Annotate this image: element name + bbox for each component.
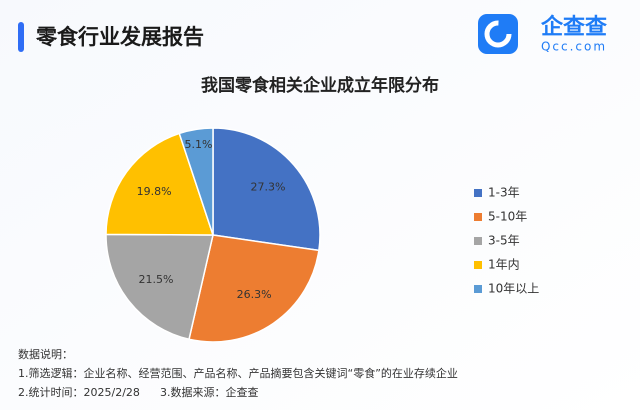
- data-label: 19.8%: [137, 185, 172, 198]
- pie-slice: [212, 127, 321, 252]
- data-label: 21.5%: [138, 273, 173, 286]
- notes-heading: 数据说明：: [18, 347, 73, 361]
- legend-swatch: [474, 189, 482, 197]
- legend-label: 1年内: [488, 258, 520, 272]
- legend-label: 5-10年: [488, 210, 527, 224]
- logo-icon: [478, 14, 518, 54]
- logo-domain: Qcc.com: [541, 40, 607, 54]
- legend-swatch: [474, 213, 482, 221]
- data-label: 26.3%: [237, 288, 272, 301]
- note: 2.统计时间：2025/2/28: [18, 386, 140, 399]
- data-label: 27.3%: [251, 180, 286, 193]
- data-label: 5.1%: [185, 138, 213, 151]
- logo: 企查查 Qcc.com: [478, 14, 607, 54]
- logo-name: 企查查: [540, 14, 607, 40]
- pie-slice: [105, 233, 214, 341]
- logo-mark: [484, 20, 512, 48]
- pie: 27.3% 26.3% 21.5% 19.8% 5.1%: [105, 127, 321, 343]
- title-bar: [18, 22, 24, 52]
- pie-slice: [105, 132, 215, 236]
- legend-label: 3-5年: [488, 234, 520, 248]
- note: 1.筛选逻辑：企业名称、经营范围、产品名称、产品摘要包含关键词“零食”的在业存续…: [18, 366, 458, 380]
- pie-slice: [178, 127, 214, 236]
- chart-title: 我国零食相关企业成立年限分布: [201, 75, 439, 96]
- legend-swatch: [474, 237, 482, 245]
- legend-swatch: [474, 285, 482, 293]
- note: 3.数据来源：企查查: [160, 385, 259, 399]
- legend: 1-3年 5-10年 3-5年 1年内 10年以上: [474, 186, 539, 296]
- legend-swatch: [474, 261, 482, 269]
- legend-label: 1-3年: [488, 186, 520, 200]
- report-title: 零食行业发展报告: [35, 25, 204, 49]
- pie-slice: [188, 234, 320, 343]
- legend-label: 10年以上: [488, 282, 539, 296]
